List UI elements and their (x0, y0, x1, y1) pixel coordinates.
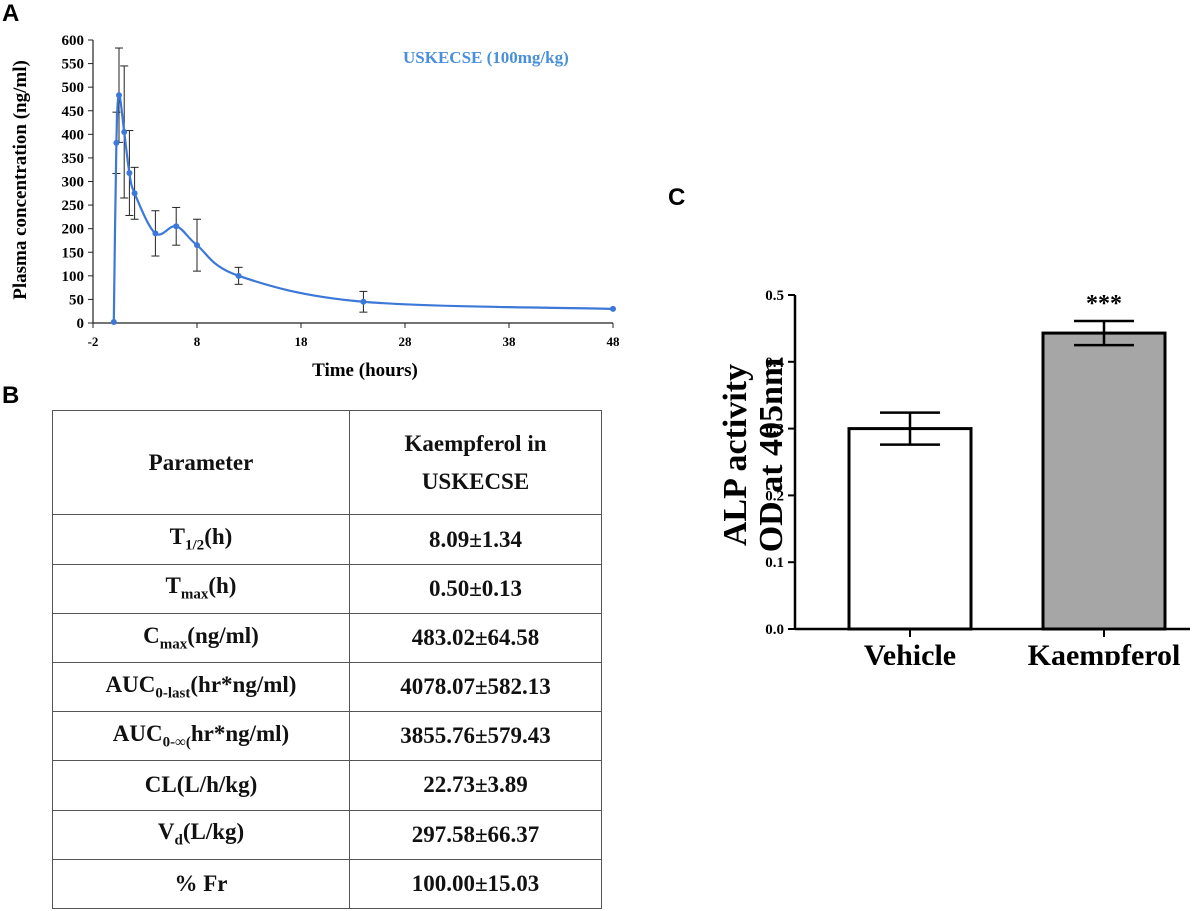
data-point (173, 223, 180, 230)
y-tick-label: 0.4 (765, 355, 784, 371)
parameter-cell: Vd(L/kg) (52, 809, 350, 860)
header-kaempferol-line1: Kaempferol in (404, 430, 547, 456)
significance-annotation: *** (1086, 291, 1122, 317)
x-tick-label: 28 (399, 334, 413, 349)
y-tick-label: 300 (62, 175, 85, 191)
x-tick-label: Vehicle (864, 639, 956, 665)
y-axis-label: Plasma concentration (ng/ml) (10, 60, 31, 300)
series-line-uskecse (112, 94, 614, 323)
y-tick-label: 550 (62, 57, 85, 73)
legend-uskecse: USKECSE (100mg/kg) (403, 48, 569, 67)
table-row: T1/2(h) 8.09±1.34 (52, 514, 602, 565)
bar-kaempferol (1041, 331, 1167, 631)
value-cell: 483.02±64.58 (349, 612, 602, 663)
y-tick-label: 0.0 (765, 622, 784, 638)
table-row: % Fr 100.00±15.03 (52, 858, 602, 910)
y-tick-label: 200 (62, 222, 85, 238)
data-point (610, 305, 616, 312)
y-tick-label: 600 (62, 33, 85, 49)
parameter-cell: AUC0-last(hr*ng/ml) (52, 661, 350, 713)
y-tick-label: 500 (62, 80, 85, 96)
value-cell: 8.09±1.34 (349, 514, 602, 565)
value-cell: 297.58±66.37 (349, 809, 602, 860)
table-row: Vd(L/kg) 297.58±66.37 (52, 809, 602, 860)
error-bar (880, 411, 940, 446)
parameter-cell: CL(L/h/kg) (52, 760, 350, 811)
y-tick-label: 350 (62, 151, 85, 167)
value-cell: 100.00±15.03 (349, 858, 602, 910)
x-axis-label: Time (hours) (312, 360, 418, 381)
panel-label-c: C (668, 184, 686, 211)
data-point (116, 92, 122, 99)
parameter-cell: Cmax(ng/ml) (52, 612, 350, 663)
y-tick-label: 50 (69, 292, 84, 308)
x-tick-label: Kaempferol (1028, 639, 1181, 665)
x-tick-label: 48 (607, 334, 621, 349)
x-tick-label: 8 (194, 334, 201, 349)
data-point (194, 242, 200, 249)
value-cell: 3855.76±579.43 (349, 711, 602, 762)
value-cell: 0.50±0.13 (349, 563, 602, 614)
header-parameter: Parameter (52, 409, 350, 516)
parameter-cell: T1/2(h) (52, 514, 350, 565)
parameter-cell: AUC0-∞(hr*ng/ml) (52, 711, 350, 762)
x-tick-label: -2 (88, 334, 99, 349)
header-kaempferol-line2: USKECSE (421, 468, 530, 494)
y-tick-label: 0.1 (765, 555, 784, 571)
y-tick-label: 450 (62, 104, 85, 120)
y-tick-label: 150 (62, 245, 85, 261)
y-tick-label: 0.2 (765, 488, 784, 504)
y-tick-label: 0.5 (765, 288, 784, 304)
bar-chart-alp-activity: 0.0 0.1 0.2 0.3 0.4 0.5 Vehicle Kaempferol ***… (717, 288, 1190, 665)
panel-label-b: B (2, 382, 20, 409)
table-row: CL(L/h/kg) 22.73±3.89 (52, 760, 602, 811)
y-tick-label: 100 (62, 269, 85, 285)
y-axis-label-line2: OD at 405nm (753, 358, 790, 553)
table-row: AUC0-last(hr*ng/ml) 4078.07±582.13 (52, 661, 602, 713)
y-axis-label-line1: ALP activity (717, 364, 754, 546)
line-chart-plasma-concentration: 0 50 100 150 200 250 300 350 400 450 500 550 600 -2 8… (10, 33, 621, 381)
data-point (121, 128, 128, 135)
data-point (110, 319, 117, 326)
y-tick-label: 0 (77, 316, 85, 332)
data-point (113, 139, 120, 146)
y-tick-label: 250 (62, 198, 85, 214)
data-point (235, 272, 242, 279)
parameter-cell: Tmax(h) (52, 563, 350, 614)
data-point (152, 230, 159, 237)
data-point (126, 170, 133, 177)
parameter-cell: % Fr (52, 858, 350, 910)
x-tick-label: 18 (295, 334, 309, 349)
panel-label-a: A (2, 0, 20, 27)
y-tick-label: 0.3 (765, 422, 784, 438)
x-tick-label: 38 (503, 334, 517, 349)
pharmacokinetic-parameters-table: Parameter Kaempferol in USKECSE T1/2(h) 8… (52, 409, 602, 910)
bar-vehicle (847, 427, 973, 631)
table-row: AUC0-∞(hr*ng/ml) 3855.76±579.43 (52, 711, 602, 762)
data-point (131, 190, 138, 197)
table-row: Cmax(ng/ml) 483.02±64.58 (52, 612, 602, 663)
table-header-row: Parameter Kaempferol in USKECSE (52, 409, 602, 516)
data-point (360, 298, 367, 305)
value-cell: 22.73±3.89 (349, 760, 602, 811)
error-bar (1074, 319, 1134, 347)
value-cell: 4078.07±582.13 (349, 661, 602, 713)
y-tick-label: 400 (62, 127, 85, 143)
table-row: Tmax(h) 0.50±0.13 (52, 563, 602, 614)
header-kaempferol: Kaempferol in USKECSE (349, 409, 602, 516)
